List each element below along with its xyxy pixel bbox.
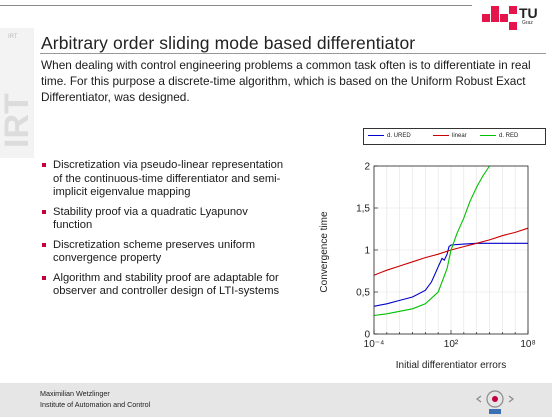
- x-tick-label: 10⁸: [520, 339, 535, 350]
- intro-paragraph: When dealing with control engineering pr…: [41, 58, 531, 104]
- bullet-list: Discretization via pseudo-linear represe…: [40, 159, 285, 305]
- legend-swatch-linear: [433, 135, 449, 136]
- top-rule: [0, 5, 472, 6]
- chart-xlabel: Initial differentiator errors: [396, 360, 506, 371]
- bullet-text: Stability proof via a quadratic Lyapunov…: [53, 205, 248, 232]
- slide-title: Arbitrary order sliding mode based diffe…: [41, 33, 416, 53]
- bullet-marker: [42, 275, 46, 280]
- legend-swatch-ured: [368, 135, 384, 136]
- bullet-item: Stability proof via a quadratic Lyapunov…: [40, 206, 285, 233]
- series-line-d-ured: [373, 242, 528, 307]
- y-tick-label: 0,5: [356, 288, 370, 299]
- footer-author: Maximilian Wetzlinger: [40, 389, 110, 398]
- bullet-text: Algorithm and stability proof are adapta…: [53, 271, 280, 298]
- tu-graz-logo: [482, 6, 517, 30]
- bullet-text: Discretization via pseudo-linear represe…: [53, 159, 284, 198]
- y-tick-label: 1,5: [356, 204, 370, 215]
- bullet-item: Algorithm and stability proof are adapta…: [40, 272, 285, 299]
- legend-label-linear: linear: [452, 133, 467, 139]
- y-tick-label: 1: [364, 246, 370, 257]
- footer: [0, 383, 552, 417]
- bullet-item: Discretization via pseudo-linear represe…: [40, 159, 285, 200]
- bullet-marker: [42, 209, 46, 214]
- chart-legend: d. URED linear d. RED: [363, 128, 546, 145]
- chart-ylabel: Convergence time: [319, 211, 330, 293]
- irt-watermark: IRT IRT: [0, 28, 34, 158]
- bullet-text: Discretization scheme preserves uniform …: [53, 238, 256, 265]
- logo-graz-text: Graz: [522, 20, 533, 26]
- series-line-d-red: [373, 165, 490, 317]
- convergence-chart: 0 0,5 1 1,5 2 10⁻⁴ 10² 10⁸ Initial differentiat…: [319, 162, 536, 372]
- x-tick-label: 10⁻⁴: [364, 339, 385, 350]
- y-tick-label: 2: [364, 162, 370, 173]
- chart-lines: [373, 165, 529, 317]
- bullet-marker: [42, 242, 46, 247]
- legend-label-ured: d. URED: [387, 133, 411, 139]
- legend-label-red: d. RED: [499, 133, 519, 139]
- chart-ticks: 0 0,5 1 1,5 2 10⁻⁴ 10² 10⁸: [356, 162, 536, 351]
- legend-swatch-red: [480, 135, 496, 136]
- x-tick-label: 10²: [444, 339, 459, 350]
- bullet-marker: [42, 163, 46, 167]
- footer-institute: Institute of Automation and Control: [40, 400, 151, 409]
- irt-watermark-small: IRT: [8, 34, 18, 40]
- irt-watermark-text: IRT: [0, 93, 34, 148]
- bullet-item: Discretization scheme preserves uniform …: [40, 239, 285, 266]
- title-rule: [40, 53, 546, 54]
- irt-nav-icon[interactable]: [475, 388, 515, 416]
- y-tick-label: 0: [364, 330, 370, 341]
- logo-tu-text: TU: [519, 5, 538, 21]
